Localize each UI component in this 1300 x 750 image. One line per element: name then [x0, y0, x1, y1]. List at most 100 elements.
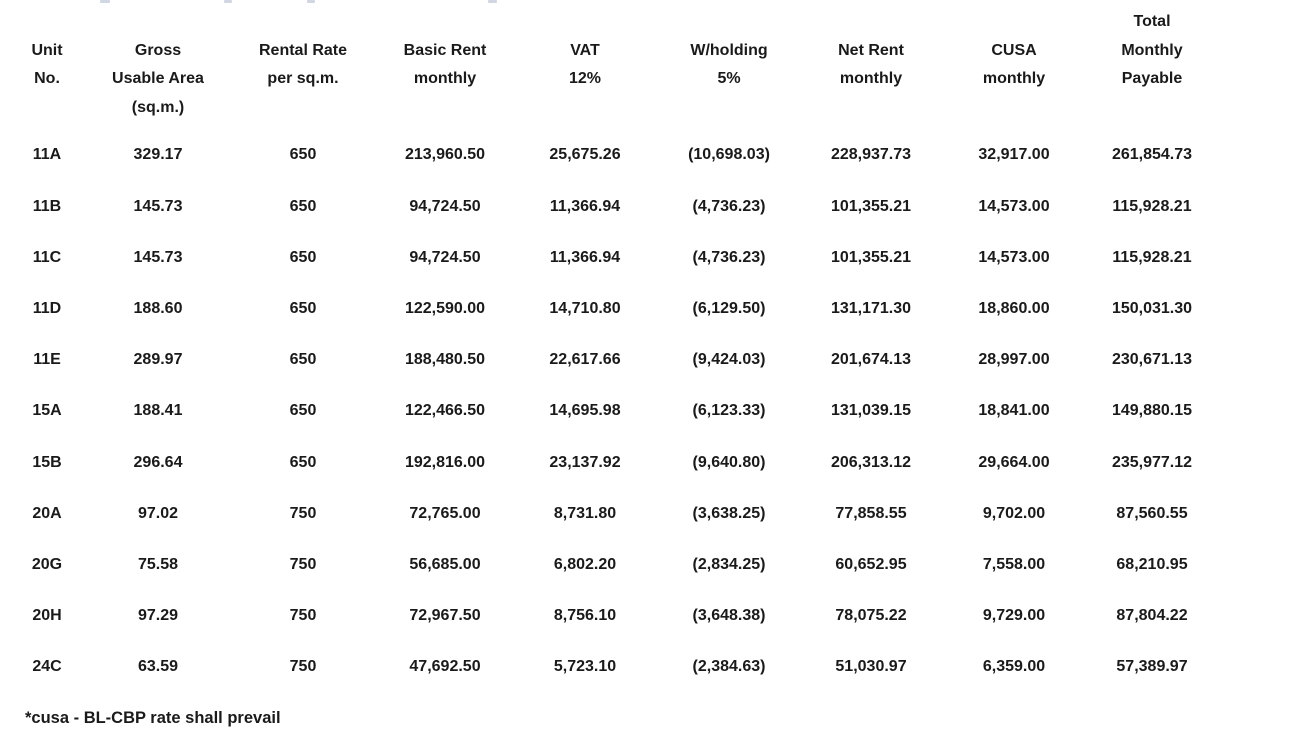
column-header-line: Payable — [1121, 70, 1183, 88]
cell-wht: (10,698.03) — [688, 146, 770, 164]
cell-net: 228,937.73 — [830, 146, 912, 164]
cell-wht: (4,736.23) — [692, 248, 766, 266]
cell-net: 101,355.21 — [830, 197, 912, 215]
cell-vat: 11,366.94 — [549, 197, 621, 215]
cell-cusa: 6,359.00 — [982, 658, 1046, 676]
cell-unit: 24C — [32, 658, 62, 676]
cell-cusa: 9,702.00 — [982, 504, 1046, 522]
cell-rate: 650 — [289, 248, 317, 266]
cell-basic: 192,816.00 — [404, 453, 486, 471]
cell-rate: 650 — [289, 300, 317, 318]
cell-basic: 56,685.00 — [409, 555, 481, 573]
cell-cusa: 28,997.00 — [978, 351, 1050, 369]
cell-total: 230,671.13 — [1111, 351, 1193, 369]
cropped-text-artifact — [488, 0, 497, 3]
table-row: 11A 329.17 650 213,960.50 25,675.26 (10,698.0… — [0, 130, 1224, 181]
cell-net: 78,075.22 — [835, 607, 907, 625]
cell-area: 97.29 — [137, 607, 179, 625]
cell-cusa: 18,860.00 — [978, 300, 1050, 318]
cell-wht: (2,834.25) — [692, 555, 766, 573]
cell-rate: 750 — [289, 504, 317, 522]
cell-vat: 5,723.10 — [553, 658, 617, 676]
cell-net: 77,858.55 — [835, 504, 907, 522]
cell-basic: 72,765.00 — [409, 504, 481, 522]
table-row: 11E 289.97 650 188,480.50 22,617.66 (9,424.03… — [0, 335, 1224, 386]
cell-rate: 650 — [289, 351, 317, 369]
cell-total: 57,389.97 — [1116, 658, 1188, 676]
cell-cusa: 32,917.00 — [978, 146, 1050, 164]
cell-basic: 47,692.50 — [409, 658, 481, 676]
column-header-area: Gross Usable Area (sq.m.) — [94, 8, 222, 122]
cell-area: 145.73 — [133, 197, 183, 215]
table-row: 11D 188.60 650 122,590.00 14,710.80 (6,129.50… — [0, 283, 1224, 334]
table-row: 20A 97.02 750 72,765.00 8,731.80 (3,638.25) 77… — [0, 488, 1224, 539]
cell-area: 145.73 — [133, 248, 183, 266]
cell-cusa: 18,841.00 — [978, 402, 1050, 420]
column-header-line: Rental Rate — [258, 41, 348, 59]
cell-wht: (2,384.63) — [692, 658, 766, 676]
rent-table: Unit No. Gross Usable Area (sq.m.) Rental Rat… — [0, 8, 1224, 727]
cell-wht: (9,640.80) — [692, 453, 766, 471]
column-header-cusa: CUSA monthly — [948, 8, 1080, 94]
column-header-line: 5% — [717, 70, 741, 88]
cell-net: 201,674.13 — [830, 351, 912, 369]
cell-basic: 72,967.50 — [409, 607, 481, 625]
cell-rate: 650 — [289, 402, 317, 420]
table-row: 15B 296.64 650 192,816.00 23,137.92 (9,640.80… — [0, 437, 1224, 488]
column-header-line: (sq.m.) — [131, 98, 185, 116]
column-header-line: Basic Rent — [403, 41, 487, 59]
cell-area: 188.60 — [133, 300, 183, 318]
cell-area: 329.17 — [133, 146, 183, 164]
cell-rate: 750 — [289, 607, 317, 625]
table-row: 11C 145.73 650 94,724.50 11,366.94 (4,736.23)… — [0, 232, 1224, 283]
cell-total: 115,928.21 — [1112, 197, 1192, 215]
cell-rate: 750 — [289, 658, 317, 676]
cell-total: 87,804.22 — [1116, 607, 1188, 625]
cell-vat: 11,366.94 — [549, 248, 621, 266]
cell-total: 150,031.30 — [1111, 300, 1193, 318]
column-header-line: monthly — [839, 70, 903, 88]
cell-rate: 650 — [289, 197, 317, 215]
column-header-line: Monthly — [1121, 41, 1183, 59]
cell-unit: 11C — [32, 248, 62, 266]
table-row: 24C 63.59 750 47,692.50 5,723.10 (2,384.63) 51… — [0, 642, 1224, 693]
cell-cusa: 14,573.00 — [978, 248, 1050, 266]
column-header-line: Unit — [31, 41, 63, 59]
cell-net: 131,039.15 — [830, 402, 912, 420]
column-header-total: Total Monthly Payable — [1080, 8, 1224, 94]
cell-total: 87,560.55 — [1116, 504, 1188, 522]
cropped-text-artifact — [100, 0, 110, 3]
column-header-line: Net Rent — [838, 41, 904, 59]
cell-unit: 15B — [32, 453, 62, 471]
cell-vat: 25,675.26 — [549, 146, 621, 164]
cell-unit: 20A — [32, 504, 62, 522]
cell-net: 206,313.12 — [830, 453, 912, 471]
table-row: 20H 97.29 750 72,967.50 8,756.10 (3,648.38) 78… — [0, 591, 1224, 642]
cell-vat: 6,802.20 — [553, 555, 617, 573]
cell-rate: 750 — [289, 555, 317, 573]
cell-total: 235,977.12 — [1111, 453, 1193, 471]
cell-total: 261,854.73 — [1111, 146, 1193, 164]
cell-basic: 122,466.50 — [404, 402, 486, 420]
cell-net: 101,355.21 — [830, 248, 912, 266]
cell-basic: 188,480.50 — [404, 351, 486, 369]
column-header-line: W/holding — [690, 41, 768, 59]
cell-wht: (3,638.25) — [692, 504, 766, 522]
column-header-net: Net Rent monthly — [794, 8, 948, 94]
cell-unit: 11D — [32, 300, 62, 318]
cell-area: 289.97 — [133, 351, 183, 369]
table-footnote: *cusa - BL-CBP rate shall prevail — [25, 708, 281, 727]
column-header-line: Total — [1133, 13, 1171, 30]
table-row: 11B 145.73 650 94,724.50 11,366.94 (4,736.23)… — [0, 181, 1224, 232]
cell-unit: 11E — [33, 351, 61, 369]
cell-net: 51,030.97 — [835, 658, 907, 676]
cell-unit: 20G — [31, 555, 63, 573]
cell-wht: (6,123.33) — [692, 402, 766, 420]
cell-wht: (9,424.03) — [692, 351, 766, 369]
column-header-wht: W/holding 5% — [664, 8, 794, 94]
column-header-line: 12% — [568, 70, 602, 88]
cell-vat: 14,710.80 — [549, 300, 621, 318]
cell-cusa: 14,573.00 — [978, 197, 1050, 215]
column-header-basic: Basic Rent monthly — [384, 8, 506, 94]
